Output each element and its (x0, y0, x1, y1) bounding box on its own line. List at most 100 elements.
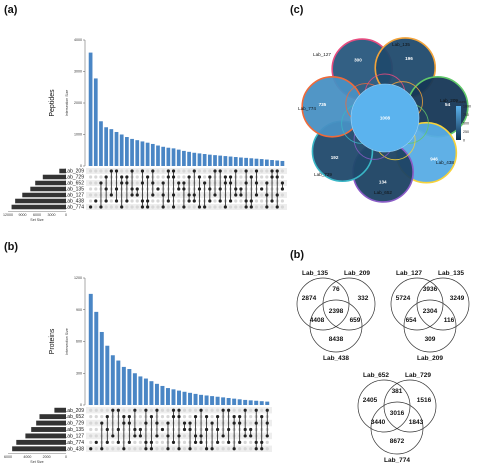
matrix-dot (111, 440, 115, 444)
matrix-dot (88, 169, 93, 173)
set-size-bar (42, 174, 66, 180)
matrix-dot (94, 187, 98, 191)
bar (110, 355, 115, 405)
matrix-dot (138, 415, 142, 419)
matrix-dot (187, 205, 191, 209)
set-tick-label: 0 (65, 213, 67, 217)
venn-circle (403, 299, 457, 353)
y-tick-label: 300 (76, 371, 82, 375)
matrix-dot (221, 440, 225, 444)
y-tick-label: 1200 (74, 276, 82, 280)
set-axis-title: Set Size (30, 218, 43, 222)
bar (210, 396, 215, 405)
matrix-dot (193, 408, 198, 412)
matrix-dot (203, 175, 207, 179)
flower-core (350, 83, 420, 153)
venn-region-count: 8438 (329, 336, 344, 343)
legend-tick: 1000 (463, 104, 471, 108)
matrix-dot (166, 408, 170, 412)
legend-tick: 250 (463, 130, 469, 134)
matrix-dot (228, 205, 233, 209)
venn-region-count: 3249 (450, 295, 465, 302)
matrix-dot (114, 205, 119, 209)
matrix-dot (182, 447, 187, 451)
matrix-dot (99, 169, 103, 173)
bar (259, 159, 264, 166)
venn-region-count: 1516 (417, 397, 432, 404)
bar (177, 390, 181, 405)
bar (140, 141, 145, 166)
matrix-dot (88, 175, 93, 179)
matrix-dot (94, 175, 98, 179)
upset-plot-peptides: 0 1000 2000 3000 4000 Intersection Size Peptid… (3, 38, 287, 222)
legend-tick: 0 (463, 138, 465, 142)
matrix-dot (280, 205, 285, 209)
petal-value: 196 (405, 56, 413, 61)
matrix-dot (182, 415, 187, 419)
venn-region-count: 3440 (371, 419, 386, 426)
bar (237, 399, 242, 405)
matrix-dot (166, 205, 170, 209)
set-size-bar (31, 427, 66, 432)
venn-set-label: Lab_209 (344, 270, 370, 277)
venn-set-label: Lab_729 (405, 372, 431, 379)
venn-circle (416, 277, 470, 331)
venn-region-count: 654 (406, 317, 417, 324)
bar (280, 160, 285, 166)
matrix-dot (104, 205, 108, 209)
matrix-dot (89, 447, 93, 451)
matrix-dot (156, 175, 160, 179)
matrix-dot (260, 169, 264, 173)
matrix-dot (160, 408, 165, 412)
y-tick-label: 4000 (74, 38, 82, 42)
set-size-bar (12, 446, 67, 452)
set-label: Lab_652 (65, 414, 85, 420)
venn-region-count: 8672 (390, 438, 405, 445)
set-size-bar (54, 407, 66, 413)
matrix-dot (234, 205, 238, 209)
bar (88, 293, 93, 405)
set-label: Lab_209 (65, 408, 85, 414)
bar (264, 159, 269, 166)
set-tick-label: 12000 (3, 213, 13, 217)
matrix-dot (151, 199, 155, 203)
set-label: Lab_438 (436, 160, 454, 165)
matrix-dot (243, 447, 247, 451)
matrix-dot (254, 199, 259, 203)
legend-title: Count (456, 100, 466, 104)
bar (161, 146, 166, 166)
matrix-dot (260, 205, 264, 209)
matrix-dot (94, 199, 98, 203)
bar (154, 383, 159, 405)
bar (119, 134, 124, 166)
set-label: Lab_774 (298, 106, 316, 111)
matrix-dot (109, 199, 113, 203)
bar (125, 137, 129, 166)
bar (93, 78, 98, 166)
y-tick-label: 1000 (74, 133, 82, 137)
bar (239, 157, 243, 166)
set-tick-label: 9000 (19, 213, 27, 217)
bar (254, 400, 259, 405)
matrix-dot (105, 408, 109, 412)
matrix-dot (182, 169, 186, 173)
matrix-dot (260, 408, 264, 412)
bar (145, 142, 150, 166)
venn-circle (309, 299, 363, 353)
set-tick-label: 6000 (33, 213, 41, 217)
matrix-dot (138, 440, 142, 444)
matrix-dot (249, 421, 253, 425)
matrix-dot (138, 408, 142, 412)
matrix-dot (216, 408, 220, 412)
venn-set-label: Lab_127 (396, 270, 422, 277)
matrix-dot (94, 447, 98, 451)
petal-value: 300 (354, 57, 362, 62)
matrix-dot (89, 427, 93, 432)
matrix-dot (216, 447, 220, 451)
set-axis-title: Set Size (30, 460, 43, 464)
matrix-dot (260, 187, 264, 191)
matrix-dot (192, 205, 196, 209)
set-tick-label: 6000 (4, 455, 12, 459)
matrix-dot (156, 199, 160, 203)
